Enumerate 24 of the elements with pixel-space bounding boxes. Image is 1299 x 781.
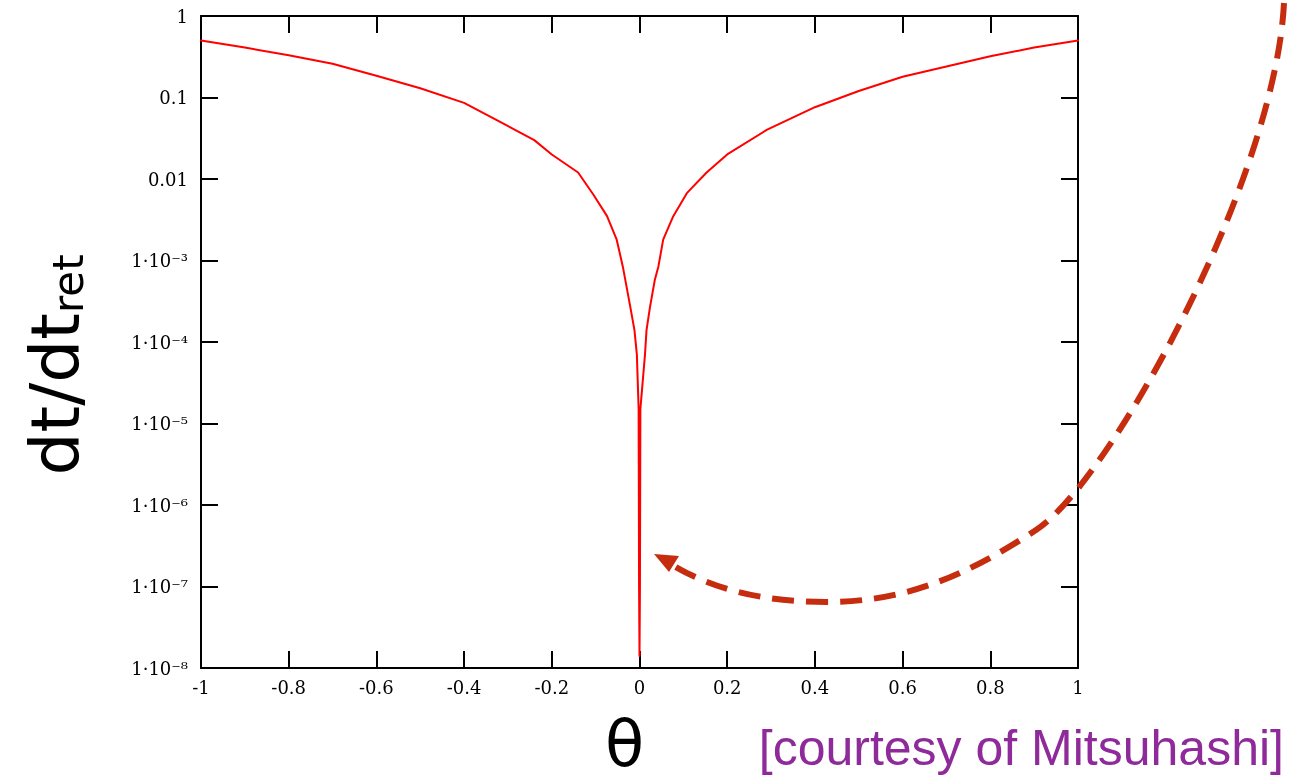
y-tick-label: 0.01 xyxy=(147,168,188,190)
text: [courtesy of Mitsuhashi] xyxy=(758,720,1284,776)
y-tick-label: 0.1 xyxy=(159,87,188,108)
line-series xyxy=(200,39,1079,658)
y-tick-label: 1 xyxy=(176,5,188,27)
y-tick-label: 1·10⁻⁸ xyxy=(131,657,188,679)
y-tick-label: 1·10⁻³ xyxy=(131,250,188,271)
x-axis-title: θ xyxy=(604,707,645,781)
x-tick-label: 0.6 xyxy=(888,676,917,698)
x-tick-label: -0.6 xyxy=(359,676,394,698)
x-tick-label: 0.2 xyxy=(712,676,742,698)
y-tick-label: 1·10⁻⁴ xyxy=(131,331,188,353)
x-tick-label: 0.8 xyxy=(975,676,1005,698)
y-axis-title: dt/dtret xyxy=(15,254,95,476)
x-tick-label: 0 xyxy=(633,676,646,698)
y-tick-label: 1·10⁻⁷ xyxy=(131,576,188,597)
y-tick-label: 1·10⁻⁶ xyxy=(131,494,188,516)
x-tick-label: -0.4 xyxy=(446,676,482,698)
x-tick-label: -1 xyxy=(192,676,210,698)
x-tick-label: -0.2 xyxy=(534,676,570,698)
x-tick-label: 0.4 xyxy=(800,676,830,698)
x-tick-label: -0.8 xyxy=(271,676,307,698)
y-tick-label: 1·10⁻⁵ xyxy=(131,413,188,434)
x-tick-label: 1 xyxy=(1072,676,1084,698)
